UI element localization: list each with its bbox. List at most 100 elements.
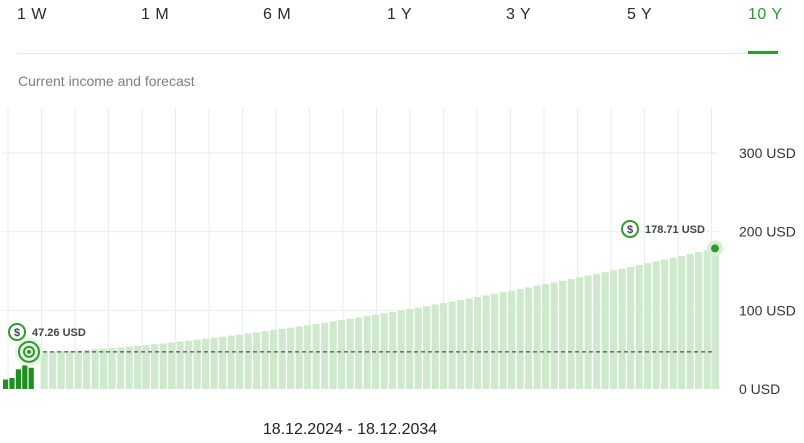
forecast-bar (423, 306, 431, 389)
forecast-bar (40, 351, 48, 389)
chart-subtitle: Current income and forecast (18, 73, 195, 89)
forecast-bar (652, 261, 660, 389)
final-income-label: 178.71 USD (645, 224, 705, 236)
forecast-bar (440, 303, 448, 389)
forecast-bar (703, 250, 711, 389)
forecast-bar (134, 345, 142, 389)
past-income-bar (22, 365, 28, 389)
forecast-bar (661, 259, 669, 389)
forecast-bar (91, 349, 99, 389)
forecast-bar (508, 290, 516, 389)
current-marker-ring (18, 340, 40, 363)
forecast-bar (66, 350, 74, 389)
forecast-bar (236, 334, 244, 389)
forecast-bar (142, 345, 150, 389)
forecast-bar (457, 300, 465, 389)
forecast-bar (312, 323, 320, 389)
forecast-bar (712, 248, 720, 389)
forecast-bar (253, 332, 261, 389)
forecast-bar (414, 307, 422, 389)
forecast-bar (380, 313, 388, 389)
forecast-bar (159, 343, 167, 389)
forecast-bar (202, 338, 210, 389)
forecast-bar (567, 279, 575, 389)
current-marker-dot (27, 349, 31, 354)
forecast-bar (525, 287, 533, 389)
dollar-icon (8, 323, 26, 341)
forecast-bar (474, 296, 482, 389)
dollar-icon-glyph: $ (14, 327, 20, 339)
past-income-bar (3, 379, 9, 389)
forecast-bar (686, 254, 694, 389)
forecast-bar (227, 335, 235, 389)
tab-1w[interactable]: 1 W (17, 6, 47, 23)
y-tick-label: 100 USD (739, 302, 796, 318)
forecast-bar (83, 349, 91, 389)
forecast-bar (338, 320, 346, 389)
tabs-divider (18, 53, 779, 54)
forecast-bar (49, 351, 57, 389)
tab-3y[interactable]: 3 Y (506, 6, 532, 23)
forecast-bar (576, 277, 584, 389)
final-annotation: $178.71 USD (621, 220, 705, 238)
dollar-icon (621, 220, 639, 238)
y-tick-label: 0 USD (739, 381, 780, 397)
forecast-bar (448, 301, 456, 389)
forecast-bar (669, 257, 677, 389)
forecast-bar (219, 336, 227, 389)
past-income-bar (15, 369, 21, 389)
tab-5y[interactable]: 5 Y (627, 6, 653, 23)
tab-10y[interactable]: 10 Y (748, 6, 783, 23)
forecast-bar (397, 310, 405, 389)
forecast-bar (695, 252, 703, 389)
tab-6m[interactable]: 6 M (263, 6, 292, 23)
current-marker-inner-ring (23, 345, 35, 358)
forecast-bar (125, 346, 133, 389)
forecast-bar (278, 328, 286, 389)
forecast-bar (465, 298, 473, 389)
forecast-bar (559, 280, 567, 389)
forecast-bar (270, 330, 278, 389)
forecast-bar (678, 255, 686, 389)
forecast-bar (627, 266, 635, 389)
forecast-bar (295, 326, 303, 389)
forecast-bar (610, 270, 618, 389)
forecast-bar (389, 311, 397, 389)
forecast-bar (168, 342, 176, 389)
final-marker-dot (711, 244, 719, 253)
forecast-bar (355, 317, 363, 389)
forecast-bar (321, 322, 329, 389)
forecast-bar (516, 289, 524, 389)
dollar-icon-glyph: $ (627, 224, 633, 236)
active-tab-indicator (748, 51, 778, 54)
forecast-bar (57, 351, 65, 389)
forecast-bar (584, 275, 592, 389)
forecast-bar (618, 268, 626, 389)
forecast-bar (329, 321, 337, 389)
forecast-bar (491, 293, 499, 389)
forecast-bar (550, 282, 558, 389)
forecast-bar (431, 304, 439, 389)
y-tick-label: 300 USD (739, 145, 796, 161)
date-range-label: 18.12.2024 - 18.12.2034 (262, 421, 438, 438)
forecast-bar (542, 284, 550, 389)
forecast-bar (635, 265, 643, 389)
forecast-bar (287, 327, 295, 389)
current-annotation: $47.26 USD (8, 323, 86, 341)
current-income-label: 47.26 USD (32, 327, 86, 339)
forecast-bar (533, 285, 541, 389)
past-income-bar (28, 367, 34, 389)
forecast-bar (499, 292, 507, 389)
time-range-tabs: 1 W 1 M 6 M 1 Y 3 Y 5 Y 10 Y (0, 0, 804, 54)
forecast-bar (210, 337, 218, 389)
tab-1y[interactable]: 1 Y (387, 6, 413, 23)
forecast-bar (193, 339, 201, 389)
tab-1m[interactable]: 1 M (141, 6, 170, 23)
forecast-bar (74, 350, 82, 389)
forecast-bar (363, 316, 371, 389)
forecast-bar (644, 263, 652, 389)
forecast-bar (601, 272, 609, 389)
forecast-bar (346, 318, 354, 389)
forecast-bar (304, 325, 312, 389)
